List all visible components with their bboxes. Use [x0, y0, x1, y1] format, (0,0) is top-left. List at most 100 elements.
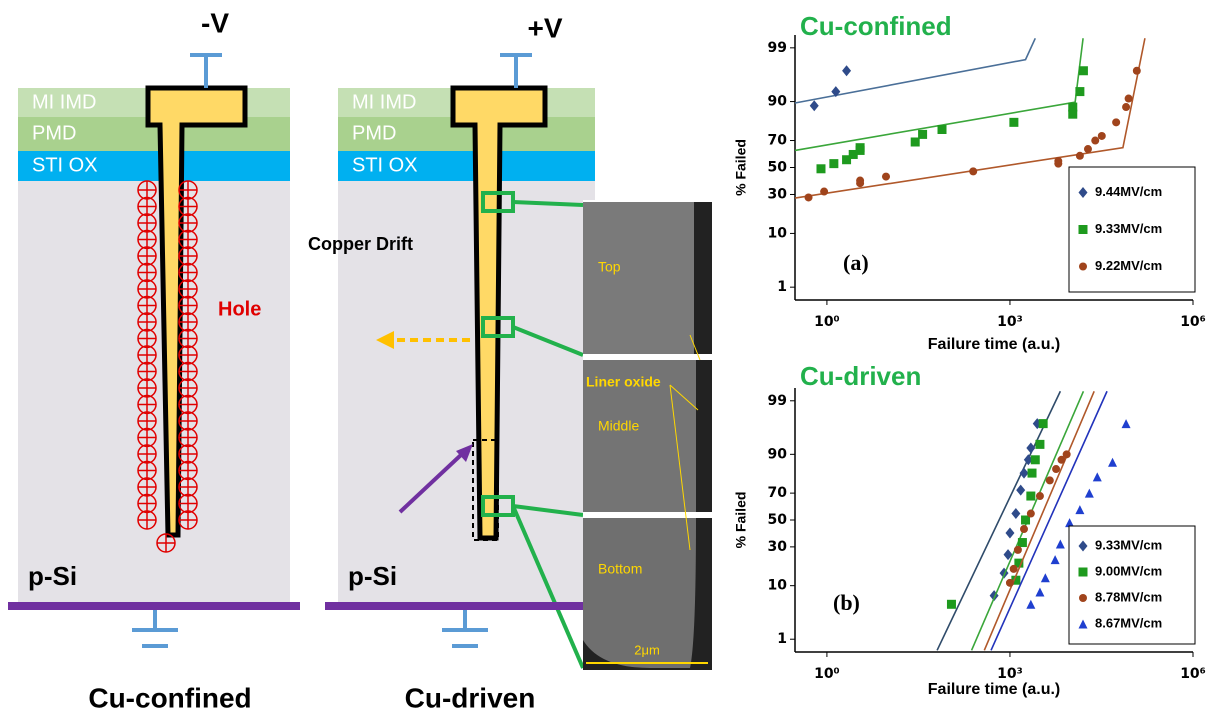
- legend-marker: [1079, 225, 1088, 234]
- point: [820, 188, 828, 196]
- point: [1046, 476, 1054, 484]
- point: [1009, 118, 1018, 127]
- substrate-label: p-Si: [348, 561, 397, 591]
- point: [810, 100, 819, 111]
- chart-title: Cu-driven: [800, 361, 921, 391]
- legend-marker: [1079, 568, 1088, 577]
- y-tick-label: 70: [768, 133, 788, 149]
- point: [1075, 505, 1084, 514]
- point: [1052, 465, 1060, 473]
- y-tick-label: 30: [768, 539, 788, 555]
- y-tick-label: 90: [768, 94, 788, 110]
- point: [1027, 510, 1035, 518]
- legend-marker: [1079, 263, 1087, 271]
- point: [1026, 492, 1035, 501]
- legend-marker: [1079, 594, 1087, 602]
- y-tick-label: 50: [768, 512, 788, 528]
- point: [1076, 152, 1084, 160]
- point: [1112, 118, 1120, 126]
- y-tick-label: 1: [777, 631, 787, 647]
- point: [947, 600, 956, 609]
- y-tick-label: 90: [768, 446, 788, 462]
- point: [1068, 110, 1077, 119]
- x-tick-label: 10³: [997, 666, 1023, 682]
- layer-label: STI OX: [352, 154, 418, 176]
- layer-label: PMD: [352, 122, 396, 144]
- scale-label: 2μm: [634, 642, 660, 657]
- legend-label: 8.78MV/cm: [1095, 589, 1162, 604]
- annotation: Hole: [218, 298, 261, 320]
- point: [1108, 458, 1117, 467]
- point: [1016, 485, 1025, 496]
- chart: Cu-confined110305070909910⁰10³10⁶Failure…: [733, 11, 1206, 353]
- sem-edge: [694, 202, 712, 354]
- point: [856, 177, 864, 185]
- y-tick-label: 70: [768, 485, 788, 501]
- fit-line: [937, 391, 1060, 650]
- panel-label: (b): [833, 590, 860, 615]
- point: [918, 130, 927, 139]
- x-axis-title: Failure time (a.u.): [928, 336, 1060, 353]
- point: [1122, 103, 1130, 111]
- point: [1063, 450, 1071, 458]
- point: [842, 65, 851, 76]
- point: [1035, 588, 1044, 597]
- legend-label: 9.22MV/cm: [1095, 258, 1162, 273]
- point: [1075, 87, 1084, 96]
- point: [856, 143, 865, 152]
- annotation: Copper Drift: [308, 234, 413, 254]
- y-tick-label: 99: [768, 40, 787, 56]
- point: [1079, 66, 1088, 75]
- caption: Cu-confined: [88, 682, 251, 713]
- x-tick-label: 10³: [997, 314, 1023, 330]
- point: [1122, 419, 1131, 428]
- sem-label: Middle: [598, 418, 639, 434]
- point: [1056, 539, 1065, 548]
- point: [1026, 600, 1035, 609]
- sem-edge: [696, 360, 712, 512]
- fit-line: [795, 38, 1035, 103]
- y-tick-label: 10: [768, 225, 788, 241]
- point: [1036, 492, 1044, 500]
- point: [805, 193, 813, 201]
- y-axis-title: % Failed: [733, 139, 749, 196]
- point: [1011, 508, 1020, 519]
- voltage: +V: [527, 12, 562, 43]
- cu-driven-diagram: MI IMD PMD STI OX +V Copper Drift p-Si C…: [308, 12, 600, 713]
- caption: Cu-driven: [405, 682, 536, 713]
- voltage: -V: [201, 7, 229, 38]
- x-axis-title: Failure time (a.u.): [928, 681, 1060, 698]
- x-tick-label: 10⁶: [1180, 666, 1206, 682]
- point: [1005, 527, 1014, 538]
- point: [1085, 489, 1094, 498]
- point: [1026, 442, 1035, 453]
- layer-label: MI IMD: [352, 91, 416, 113]
- legend-label: 9.33MV/cm: [1095, 537, 1162, 552]
- point: [1020, 468, 1029, 479]
- point: [1031, 455, 1040, 464]
- y-tick-label: 1: [777, 279, 787, 295]
- layer-label: PMD: [32, 122, 76, 144]
- layer-label: STI OX: [32, 154, 98, 176]
- y-tick-label: 50: [768, 160, 788, 176]
- layer-label: MI IMD: [32, 91, 96, 113]
- point: [1054, 160, 1062, 168]
- point: [1084, 145, 1092, 153]
- substrate-label: p-Si: [28, 561, 77, 591]
- point: [1006, 579, 1014, 587]
- point: [1091, 137, 1099, 145]
- point: [1020, 525, 1028, 533]
- y-axis-title: % Failed: [733, 492, 749, 549]
- y-tick-label: 99: [768, 393, 787, 409]
- point: [1051, 555, 1060, 564]
- x-tick-label: 10⁶: [1180, 314, 1206, 330]
- sem-label: Top: [598, 259, 621, 275]
- figure: MI IMD PMD STI OX -V Hole p-Si Cu-confin…: [0, 0, 1223, 722]
- cu-confined-diagram: MI IMD PMD STI OX -V Hole p-Si Cu-confin…: [8, 7, 300, 713]
- point: [1014, 546, 1022, 554]
- point: [1125, 95, 1133, 103]
- point: [1035, 440, 1044, 449]
- point: [1133, 67, 1141, 75]
- sem-label: Bottom: [598, 561, 642, 577]
